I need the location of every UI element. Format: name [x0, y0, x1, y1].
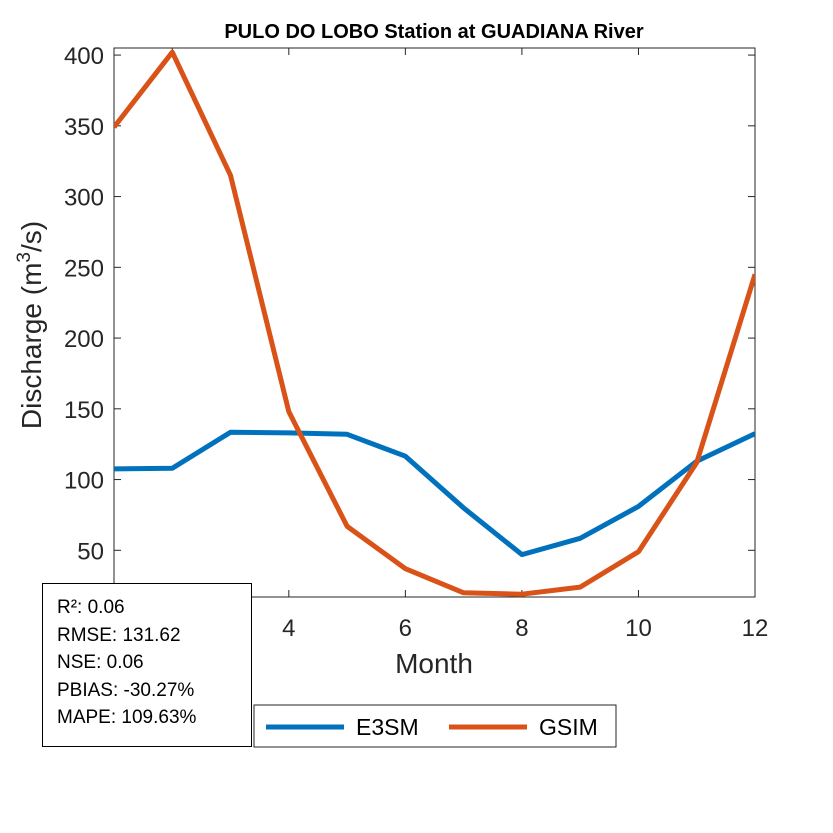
y-tick-label: 100: [64, 468, 104, 495]
metric-nse: NSE: 0.06: [57, 652, 144, 673]
x-axis-label: Month: [395, 648, 473, 679]
metric-mape: MAPE: 109.63%: [57, 707, 197, 728]
chart-title: PULO DO LOBO Station at GUADIANA River: [224, 21, 644, 43]
series-line-gsim: [114, 49, 755, 597]
x-tick-label: 6: [399, 615, 412, 642]
y-tick-label: 200: [64, 326, 104, 353]
legend-label-gsim: GSIM: [539, 714, 598, 740]
metric-r2: R²: 0.06: [57, 597, 125, 618]
x-tick-label: 10: [625, 615, 652, 642]
y-axis-label: Discharge (m3/s): [14, 221, 47, 429]
metric-rmse: RMSE: 131.62: [57, 624, 181, 646]
metrics-box: R²: 0.06 RMSE: 131.62 NSE: 0.06 PBIAS: -…: [42, 583, 252, 747]
y-axis-label-superscript: 3: [14, 252, 35, 263]
y-tick-label: 400: [64, 43, 104, 70]
plot-frame: [113, 47, 756, 598]
x-tick-label: 12: [742, 615, 769, 642]
y-tick-label: 150: [64, 397, 104, 424]
series-line-e3sm: [114, 429, 755, 558]
x-tick-label: 4: [282, 615, 295, 642]
x-tick-label: 8: [515, 615, 528, 642]
metric-pbias: PBIAS: -30.27%: [57, 679, 195, 701]
plot-area: 5010015020025030035040024681012: [64, 43, 768, 642]
legend: E3SM GSIM: [253, 704, 617, 748]
y-tick-label: 250: [64, 255, 104, 282]
y-axis-label-tail: /s): [16, 221, 47, 252]
y-axis-label-main: Discharge (m: [16, 263, 47, 429]
y-tick-label: 50: [77, 538, 104, 565]
y-tick-label: 300: [64, 185, 104, 212]
y-tick-label: 350: [64, 114, 104, 141]
legend-label-e3sm: E3SM: [356, 714, 419, 740]
